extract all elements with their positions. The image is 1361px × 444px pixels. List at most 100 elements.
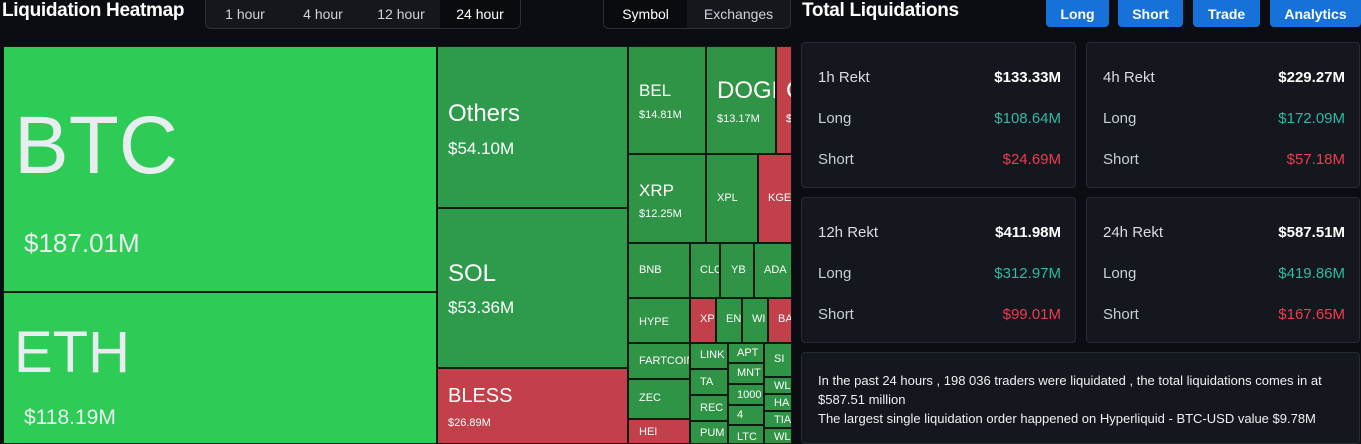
tile-value: $12.25M <box>639 208 682 220</box>
tile-kgen[interactable]: KGEN <box>758 154 792 243</box>
group-option-symbol[interactable]: Symbol <box>604 0 688 28</box>
tab-long[interactable]: Long <box>1046 0 1109 27</box>
tile-wl-2[interactable]: WL <box>764 428 792 444</box>
tab-trade[interactable]: Trade <box>1193 0 1260 27</box>
tile-tia[interactable]: TIA <box>764 411 792 428</box>
tile-bless[interactable]: BLESS $26.89M <box>437 368 628 444</box>
tile-fartcoin[interactable]: FARTCOIN <box>628 343 690 379</box>
tile-xpl[interactable]: XPL <box>706 154 758 243</box>
tile-value: $53.36M <box>448 298 515 317</box>
long-label: Long <box>818 265 852 282</box>
tile-ha[interactable]: HA <box>764 394 792 411</box>
card-title: 4h Rekt <box>1103 69 1155 86</box>
time-option-4h[interactable]: 4 hour <box>303 6 343 22</box>
tile-mnt[interactable]: MNT <box>728 363 764 384</box>
tile-value: $13.17M <box>717 113 760 125</box>
tile-sol[interactable]: SOL $53.36M <box>437 208 628 368</box>
tile-symbol: BA <box>778 313 792 325</box>
tile-symbol: Others <box>448 100 521 127</box>
tile-symbol: ADA <box>764 264 787 276</box>
tile-symbol: APT <box>737 347 759 359</box>
tile-ta[interactable]: TA <box>690 369 728 395</box>
tile-ba[interactable]: BA <box>768 298 792 343</box>
time-option-24h[interactable]: 24 hour <box>440 0 520 28</box>
stats-card-24h: 24h Rekt $587.51M Long $419.86M Short $167.… <box>1086 197 1360 343</box>
tile-ltc[interactable]: LTC <box>728 425 764 444</box>
tile-hei[interactable]: HEI <box>628 419 690 444</box>
tile-clo[interactable]: CLO <box>690 243 720 298</box>
card-title: 24h Rekt <box>1103 224 1164 241</box>
tile-symbol: BTC <box>14 100 178 191</box>
tile-symbol: DOGE <box>717 77 775 104</box>
tile-apt[interactable]: APT <box>728 343 764 363</box>
tile-wi[interactable]: WI <box>742 298 768 343</box>
tile-value: $54.10M <box>448 139 515 158</box>
tile-doge[interactable]: DOGE $13.17M <box>706 46 776 154</box>
long-label: Long <box>1103 110 1137 127</box>
tile-symbol: WI <box>752 313 766 325</box>
tile-xpi[interactable]: XPI <box>690 298 716 343</box>
long-value: $312.97M <box>994 265 1061 282</box>
group-by-selector: Symbol Exchanges <box>603 0 791 29</box>
tile-wl[interactable]: WL <box>764 377 792 394</box>
tile-eth[interactable]: ETH $118.19M <box>3 292 437 444</box>
stats-card-1h: 1h Rekt $133.33M Long $108.64M Short $24.69… <box>801 42 1076 188</box>
tile-btc[interactable]: BTC $187.01M <box>3 46 437 292</box>
tile-1000[interactable]: 1000 <box>728 384 764 405</box>
tile-symbol: CLO <box>700 264 719 276</box>
total-liquidations-title: Total Liquidations <box>802 0 959 21</box>
tile-xrp[interactable]: XRP $12.25M <box>628 154 706 243</box>
time-option-1h[interactable]: 1 hour <box>225 6 265 22</box>
short-value: $99.01M <box>1002 306 1061 323</box>
tile-value: $ <box>786 113 792 125</box>
card-total: $587.51M <box>1278 224 1345 241</box>
time-range-selector: 1 hour 4 hour 12 hour 24 hour <box>205 0 521 29</box>
tile-rec[interactable]: REC <box>690 395 728 421</box>
short-label: Short <box>1103 306 1139 323</box>
time-option-12h[interactable]: 12 hour <box>377 6 425 22</box>
tile-c[interactable]: C $ <box>776 46 792 154</box>
tile-bel[interactable]: BEL $14.81M <box>628 46 706 154</box>
tile-symbol: LTC <box>737 431 757 443</box>
short-value: $167.65M <box>1278 306 1345 323</box>
liquidation-treemap: BTC $187.01M ETH $118.19M Others $54.10M… <box>0 45 792 444</box>
tile-symbol: YB <box>731 264 746 276</box>
tile-4[interactable]: 4 <box>728 405 764 425</box>
tile-symbol: SI <box>774 353 785 365</box>
card-title: 1h Rekt <box>818 69 870 86</box>
tile-symbol: 4 <box>737 409 744 421</box>
tile-pum[interactable]: PUM <box>690 421 728 444</box>
tile-link[interactable]: LINK <box>690 343 728 369</box>
card-total: $229.27M <box>1278 69 1345 86</box>
tile-symbol: XRP <box>639 181 674 200</box>
tile-zec[interactable]: ZEC <box>628 379 690 419</box>
tile-yb[interactable]: YB <box>720 243 754 298</box>
tile-bnb[interactable]: BNB <box>628 243 690 298</box>
tile-ada[interactable]: ADA <box>754 243 792 298</box>
tile-symbol: REC <box>700 402 724 414</box>
tile-si[interactable]: SI <box>764 343 792 377</box>
short-value: $24.69M <box>1002 151 1061 168</box>
tile-symbol: HA <box>774 397 790 409</box>
tile-symbol: EN <box>726 313 742 325</box>
tile-symbol: XPI <box>700 313 716 325</box>
tile-symbol: TIA <box>774 414 792 426</box>
tile-others[interactable]: Others $54.10M <box>437 46 628 208</box>
tile-symbol: TA <box>700 376 714 388</box>
tile-symbol: LINK <box>700 349 725 361</box>
tile-symbol: MNT <box>737 367 761 379</box>
heatmap-title: Liquidation Heatmap <box>2 0 185 21</box>
tab-analytics[interactable]: Analytics <box>1270 0 1361 27</box>
tab-short[interactable]: Short <box>1118 0 1183 27</box>
tile-symbol: FARTCOIN <box>639 355 690 367</box>
summary-line-2: The largest single liquidation order hap… <box>818 411 1316 426</box>
tile-symbol: HYPE <box>639 316 669 328</box>
tile-symbol: 1000 <box>737 389 762 401</box>
tile-hype[interactable]: HYPE <box>628 298 690 343</box>
short-label: Short <box>818 151 854 168</box>
tile-symbol: HEI <box>639 426 658 438</box>
group-option-exchanges[interactable]: Exchanges <box>703 6 774 22</box>
tile-en[interactable]: EN <box>716 298 742 343</box>
tile-symbol: BEL <box>639 81 672 100</box>
tile-symbol: KGEN <box>768 192 792 204</box>
